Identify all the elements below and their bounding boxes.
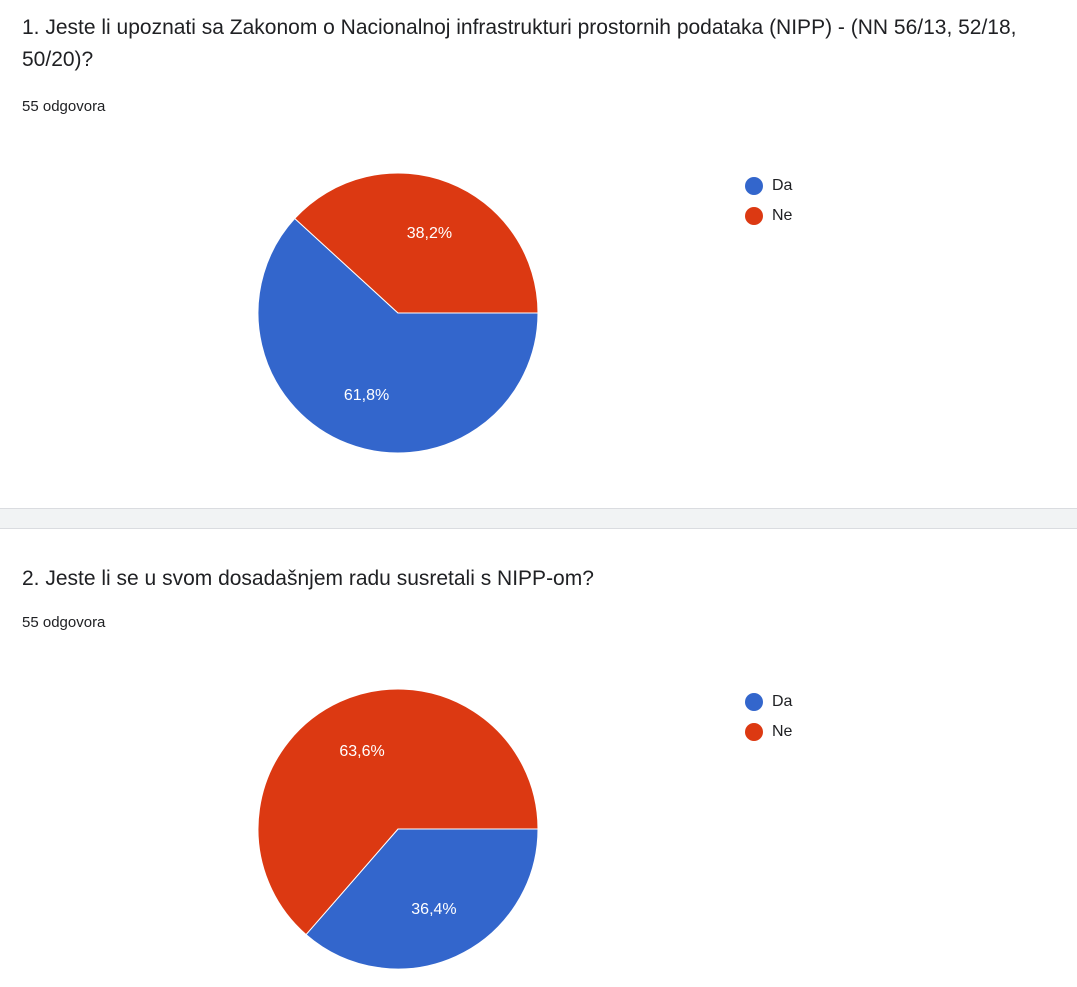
slice-label-ne: 63,6% (339, 743, 384, 760)
legend-item-ne[interactable]: Ne (745, 201, 792, 231)
slice-label-da: 36,4% (411, 901, 456, 918)
slice-label-ne: 38,2% (407, 225, 452, 242)
question-card-2: 2. Jeste li se u svom dosadašnjem radu s… (0, 529, 1077, 987)
question-card-1: 1. Jeste li upoznati sa Zakonom o Nacion… (22, 16, 1017, 454)
pie-slice-da[interactable] (257, 217, 539, 454)
legend-swatch-da (745, 177, 763, 195)
legend-swatch-da (745, 693, 763, 711)
response-count: 55 odgovora (22, 614, 106, 631)
question-title: 1. Jeste li upoznati sa Zakonom o Nacion… (22, 16, 1017, 71)
legend-swatch-ne (745, 723, 763, 741)
card-separator (0, 508, 1077, 529)
legend-item-da[interactable]: Da (745, 687, 792, 717)
legend-item-da[interactable]: Da (745, 171, 792, 201)
slice-label-da: 61,8% (344, 387, 389, 404)
question-title: 2. Jeste li se u svom dosadašnjem radu s… (22, 567, 594, 590)
legend-swatch-ne (745, 207, 763, 225)
pie-slice-ne[interactable] (294, 172, 539, 314)
legend-item-ne[interactable]: Ne (745, 717, 792, 747)
legend-label-ne: Ne (772, 207, 793, 224)
pie-slice-ne[interactable] (257, 688, 539, 936)
legend-label-da: Da (772, 693, 793, 710)
chart-legend: Da Ne (745, 171, 792, 231)
pie-chart: 61,8% 38,2% (257, 172, 539, 454)
legend-label-ne: Ne (772, 723, 793, 740)
pie-chart: 36,4% 63,6% (257, 688, 539, 970)
pie-slice-da[interactable] (305, 828, 539, 970)
chart-legend: Da Ne (745, 687, 792, 747)
legend-label-da: Da (772, 177, 793, 194)
response-count: 55 odgovora (22, 98, 106, 115)
